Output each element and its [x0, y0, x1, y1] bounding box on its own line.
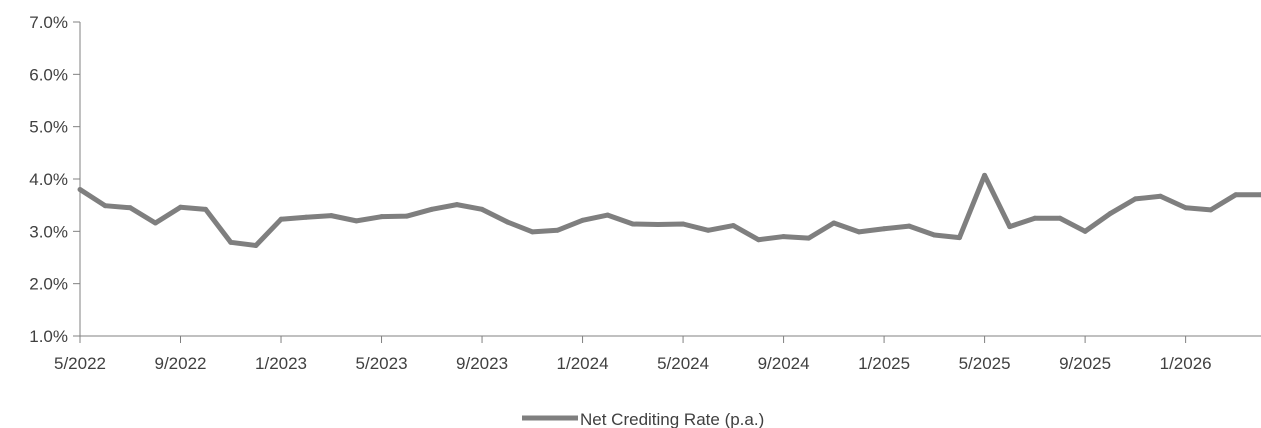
data-point	[77, 186, 83, 192]
data-point	[228, 239, 234, 245]
data-point	[705, 227, 711, 233]
y-tick-label: 1.0%	[29, 327, 68, 346]
x-tick-label: 9/2023	[456, 354, 508, 373]
data-point	[1208, 207, 1214, 213]
data-point	[630, 221, 636, 227]
data-point	[956, 235, 962, 241]
data-point	[479, 206, 485, 212]
data-point	[253, 242, 259, 248]
data-point	[1007, 224, 1013, 230]
data-point	[906, 223, 912, 229]
data-point	[1157, 193, 1163, 199]
x-tick-label: 5/2024	[657, 354, 709, 373]
data-point	[881, 226, 887, 232]
data-point	[404, 213, 410, 219]
legend: Net Crediting Rate (p.a.)	[522, 410, 764, 428]
data-point	[680, 221, 686, 227]
data-point	[1258, 192, 1261, 198]
data-point	[1057, 215, 1063, 221]
data-point	[303, 214, 309, 220]
x-tick-label: 9/2022	[155, 354, 207, 373]
data-point	[353, 218, 359, 224]
data-point	[102, 203, 108, 209]
data-point	[127, 205, 133, 211]
x-tick-label: 1/2026	[1160, 354, 1212, 373]
data-point	[1032, 215, 1038, 221]
x-tick-label: 1/2023	[255, 354, 307, 373]
data-point	[806, 235, 812, 241]
x-tick-label: 5/2023	[356, 354, 408, 373]
series-line-net-crediting-rate	[78, 172, 1261, 248]
data-point	[152, 220, 158, 226]
x-tick-label: 9/2025	[1059, 354, 1111, 373]
data-point	[655, 222, 661, 228]
data-point	[1183, 205, 1189, 211]
y-tick-label: 5.0%	[29, 118, 68, 137]
data-point	[982, 172, 988, 178]
x-axis: 5/2022 9/2022 1/2023 5/2023 9/2023 1/2024 5/20…	[54, 335, 1261, 373]
data-point	[178, 204, 184, 210]
data-point	[278, 216, 284, 222]
y-tick-label: 4.0%	[29, 170, 68, 189]
data-point	[454, 202, 460, 208]
data-point	[781, 234, 787, 240]
data-point	[1233, 192, 1239, 198]
y-axis: 1.0% 2.0% 3.0% 4.0% 5.0% 6.0% 7.0%	[29, 13, 81, 346]
legend-label-net-crediting-rate: Net Crediting Rate (p.a.)	[580, 410, 764, 428]
y-tick-label: 3.0%	[29, 222, 68, 241]
y-tick-label: 2.0%	[29, 275, 68, 294]
data-point	[504, 219, 510, 225]
x-tick-label: 1/2025	[858, 354, 910, 373]
data-point	[730, 223, 736, 229]
data-point	[755, 237, 761, 243]
y-tick-label: 6.0%	[29, 65, 68, 84]
data-point	[429, 206, 435, 212]
y-tick-label: 7.0%	[29, 13, 68, 32]
data-point	[1082, 228, 1088, 234]
data-point	[328, 213, 334, 219]
data-point	[605, 212, 611, 218]
data-point	[931, 232, 937, 238]
data-point	[1132, 196, 1138, 202]
x-tick-label: 5/2025	[959, 354, 1011, 373]
data-point	[554, 227, 560, 233]
data-point	[831, 220, 837, 226]
data-point	[203, 206, 209, 212]
x-tick-label: 1/2024	[557, 354, 609, 373]
x-tick-label: 5/2022	[54, 354, 106, 373]
x-tick-label: 9/2024	[758, 354, 810, 373]
data-point	[580, 217, 586, 223]
data-point	[379, 214, 385, 220]
data-point	[856, 229, 862, 235]
data-point	[1107, 211, 1113, 217]
data-point	[529, 229, 535, 235]
series-group	[77, 172, 1261, 248]
